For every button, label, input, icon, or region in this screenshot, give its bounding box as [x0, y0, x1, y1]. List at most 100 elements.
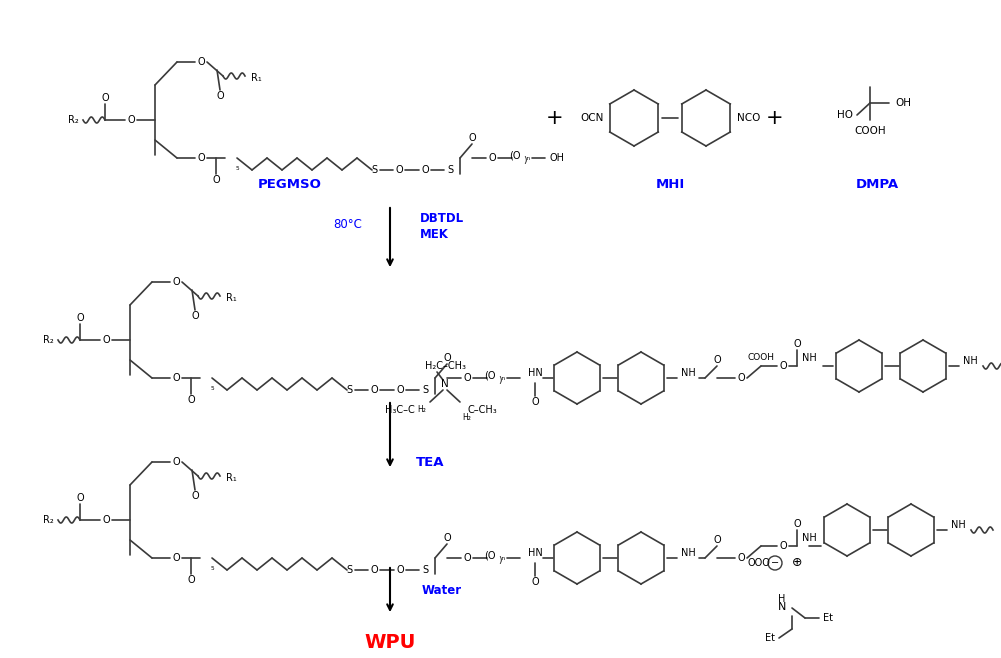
- Text: R₂: R₂: [68, 115, 79, 125]
- Text: Water: Water: [422, 584, 462, 597]
- Text: HN: HN: [528, 368, 543, 378]
- Text: O: O: [197, 57, 205, 67]
- Text: R₁: R₁: [226, 473, 237, 483]
- Text: O: O: [172, 277, 180, 287]
- Text: O: O: [76, 313, 84, 323]
- Text: O: O: [370, 565, 377, 575]
- Text: S: S: [346, 385, 352, 395]
- Text: O: O: [463, 373, 470, 383]
- Text: MHI: MHI: [656, 178, 685, 191]
- Text: R₁: R₁: [226, 293, 237, 303]
- Text: O: O: [443, 533, 450, 543]
- Text: NH: NH: [681, 368, 696, 378]
- Text: O: O: [532, 577, 539, 587]
- Text: (O: (O: [484, 551, 495, 561]
- Text: R₁: R₁: [251, 73, 261, 83]
- Text: R₂: R₂: [43, 515, 54, 525]
- Text: O: O: [737, 373, 745, 383]
- Text: H₃C–C: H₃C–C: [385, 405, 415, 415]
- Text: OH: OH: [895, 98, 911, 108]
- Text: )ⁿ: )ⁿ: [498, 376, 506, 384]
- Text: S: S: [371, 165, 377, 175]
- Text: OH: OH: [550, 153, 565, 163]
- Text: )ⁿ: )ⁿ: [524, 155, 531, 164]
- Text: N: N: [778, 602, 786, 612]
- Text: S: S: [422, 385, 428, 395]
- Text: OCN: OCN: [581, 113, 604, 123]
- Text: Et: Et: [823, 613, 833, 623]
- Text: WPU: WPU: [364, 634, 415, 653]
- Text: O: O: [76, 493, 84, 503]
- Text: O: O: [187, 575, 195, 585]
- Text: O: O: [102, 515, 110, 525]
- Text: NCO: NCO: [737, 113, 761, 123]
- Text: ⊕: ⊕: [792, 557, 802, 570]
- Text: NH: NH: [802, 533, 817, 543]
- Text: COOH: COOH: [748, 353, 775, 363]
- Text: O: O: [212, 175, 220, 185]
- Text: MEK: MEK: [420, 228, 448, 241]
- Text: HO: HO: [837, 110, 853, 120]
- Text: )ⁿ: )ⁿ: [498, 555, 506, 565]
- Text: PEGMSO: PEGMSO: [258, 178, 322, 191]
- Text: H₂: H₂: [417, 405, 425, 415]
- Text: O: O: [532, 397, 539, 407]
- Text: O: O: [737, 553, 745, 563]
- Text: O: O: [463, 553, 470, 563]
- Text: NH: NH: [963, 356, 977, 366]
- Text: −: −: [771, 558, 779, 568]
- Text: O: O: [468, 133, 475, 143]
- Text: (O: (O: [510, 151, 521, 161]
- Text: NH: NH: [802, 353, 817, 363]
- Text: DBTDL: DBTDL: [420, 211, 464, 224]
- Text: O: O: [370, 385, 377, 395]
- Text: O: O: [421, 165, 428, 175]
- Text: O: O: [172, 373, 180, 383]
- Text: R₂: R₂: [43, 335, 54, 345]
- Text: O: O: [713, 535, 721, 545]
- Text: NH: NH: [681, 548, 696, 558]
- Text: O: O: [187, 395, 195, 405]
- Text: O: O: [396, 385, 403, 395]
- Text: O: O: [191, 491, 199, 501]
- Text: +: +: [766, 108, 784, 128]
- Text: S: S: [422, 565, 428, 575]
- Text: O: O: [488, 153, 495, 163]
- Text: O: O: [216, 91, 224, 101]
- Text: +: +: [547, 108, 564, 128]
- Text: H: H: [779, 594, 786, 604]
- Text: DMPA: DMPA: [856, 178, 899, 191]
- Text: TEA: TEA: [415, 455, 444, 468]
- Text: O: O: [102, 335, 110, 345]
- Text: O: O: [779, 541, 787, 551]
- Text: Et: Et: [765, 633, 775, 643]
- Text: NH: NH: [951, 520, 965, 530]
- Text: O: O: [793, 519, 801, 529]
- Text: O: O: [395, 165, 402, 175]
- Text: O: O: [197, 153, 205, 163]
- Text: ₅: ₅: [210, 563, 214, 572]
- Text: O: O: [793, 339, 801, 349]
- Text: 80°C: 80°C: [333, 218, 362, 232]
- Text: O: O: [127, 115, 135, 125]
- Text: S: S: [346, 565, 352, 575]
- Text: OOO: OOO: [747, 558, 770, 568]
- Text: N: N: [441, 379, 448, 389]
- Text: O: O: [101, 93, 109, 103]
- Text: ₅: ₅: [210, 384, 214, 393]
- Text: C–CH₃: C–CH₃: [467, 405, 496, 415]
- Text: O: O: [172, 457, 180, 467]
- Text: H₂C–CH₃: H₂C–CH₃: [425, 361, 466, 371]
- Text: S: S: [446, 165, 453, 175]
- Text: O: O: [172, 553, 180, 563]
- Text: O: O: [191, 311, 199, 321]
- Text: HN: HN: [528, 548, 543, 558]
- Text: O: O: [779, 361, 787, 371]
- Text: (O: (O: [484, 371, 495, 381]
- Text: COOH: COOH: [854, 126, 886, 136]
- Text: O: O: [713, 355, 721, 365]
- Text: H₂: H₂: [462, 413, 470, 422]
- Text: ₅: ₅: [235, 163, 239, 172]
- Text: O: O: [396, 565, 403, 575]
- Text: O: O: [443, 353, 450, 363]
